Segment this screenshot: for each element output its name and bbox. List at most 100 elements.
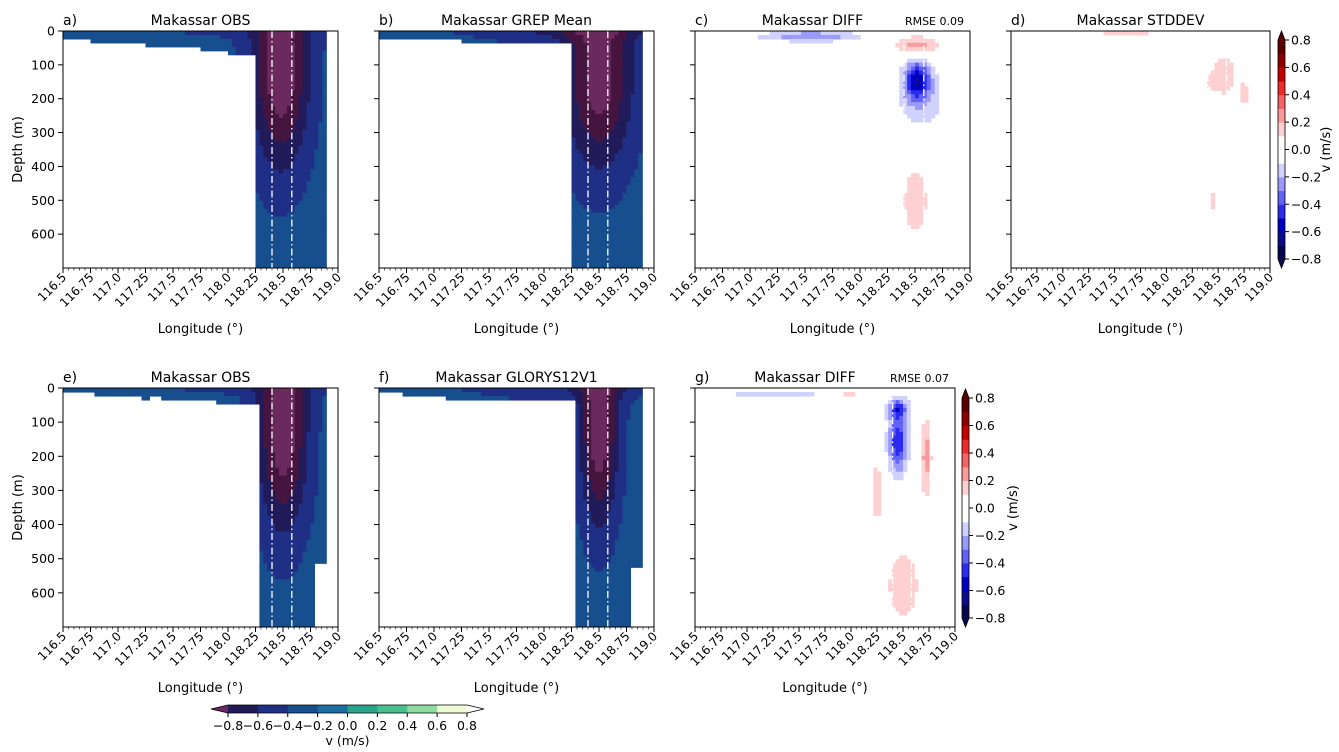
field-cell: [623, 39, 628, 44]
field-cell: [517, 392, 522, 397]
field-cell: [599, 63, 604, 68]
field-cell: [263, 82, 268, 87]
field-cell: [446, 31, 451, 36]
field-cell: [575, 619, 580, 624]
field-cell: [267, 134, 272, 139]
field-cell: [295, 35, 300, 40]
field-cell: [603, 71, 608, 76]
field-cell: [579, 236, 584, 241]
field-cell: [634, 197, 639, 202]
field-cell: [322, 256, 327, 261]
field-cell: [275, 169, 280, 174]
field-cell: [295, 173, 300, 178]
field-cell: [259, 587, 264, 592]
field-cell: [287, 607, 292, 612]
field-cell: [295, 55, 300, 60]
field-cell: [283, 229, 288, 234]
field-cell: [595, 252, 600, 257]
field-cell: [267, 205, 272, 210]
field-cell: [505, 39, 510, 44]
field-cell: [619, 221, 624, 226]
field-cell: [303, 94, 308, 99]
field-cell: [314, 181, 319, 186]
field-cell: [634, 71, 639, 76]
field-cell: [259, 476, 264, 481]
field-cell: [595, 543, 600, 548]
field-cell: [583, 476, 588, 481]
field-cell: [236, 392, 241, 397]
field-cell: [275, 392, 280, 397]
field-cell: [572, 110, 577, 115]
field-cell: [256, 126, 261, 131]
field-cell: [299, 424, 304, 429]
field-cell: [287, 142, 292, 147]
field-cell: [279, 197, 284, 202]
field-cell: [283, 408, 288, 413]
field-cell: [579, 440, 584, 445]
field-cell: [599, 428, 604, 433]
field-cell: [615, 173, 620, 178]
field-cell: [311, 539, 316, 544]
field-cell: [591, 169, 596, 174]
field-cell: [259, 134, 264, 139]
field-cell: [615, 90, 620, 95]
field-cell: [575, 607, 580, 612]
field-cell: [583, 90, 588, 95]
field-cell: [256, 134, 261, 139]
field-cell: [263, 35, 268, 40]
field-cell: [263, 146, 268, 151]
field-cell: [591, 400, 596, 405]
field-cell: [287, 126, 292, 131]
field-cell: [256, 138, 261, 143]
field-cell: [252, 31, 257, 36]
field-cell: [603, 571, 608, 576]
field-cell: [1211, 86, 1215, 91]
field-cell: [623, 209, 628, 214]
field-cell: [295, 396, 300, 401]
field-cell: [256, 82, 261, 87]
field-cell: [279, 484, 284, 489]
field-cell: [591, 591, 596, 596]
field-cell: [279, 559, 284, 564]
field-cell: [314, 527, 319, 532]
field-cell: [630, 122, 635, 127]
field-cell: [283, 428, 288, 433]
field-cell: [599, 244, 604, 249]
field-cell: [591, 432, 596, 437]
field-cell: [493, 396, 498, 401]
field-cell: [591, 412, 596, 417]
field-cell: [591, 575, 596, 580]
field-cell: [379, 35, 384, 40]
field-cell: [287, 185, 292, 190]
field-cell: [615, 102, 620, 107]
field-cell: [611, 110, 616, 115]
field-cell: [595, 519, 600, 524]
field-cell: [623, 252, 628, 257]
field-cell: [583, 440, 588, 445]
field-cell: [583, 599, 588, 604]
field-cell: [627, 94, 632, 99]
field-cell: [142, 388, 147, 393]
field-cell: [283, 607, 288, 612]
field-cell: [275, 150, 280, 155]
field-cell: [583, 456, 588, 461]
field-cell: [279, 579, 284, 584]
field-cell: [524, 35, 529, 40]
field-cell: [627, 225, 632, 230]
field-cell: [1218, 59, 1222, 64]
field-cell: [638, 169, 643, 174]
field-cell: [259, 559, 264, 564]
field-cell: [63, 35, 68, 40]
field-cell: [630, 146, 635, 151]
field-cell: [134, 388, 139, 393]
field-cell: [146, 392, 151, 397]
field-cell: [189, 396, 194, 401]
field-cell: [267, 508, 272, 513]
field-cell: [263, 201, 268, 206]
field-cell: [548, 35, 553, 40]
field-cell: [314, 74, 319, 79]
field-cell: [627, 173, 632, 178]
field-cell: [322, 252, 327, 257]
field-cell: [619, 59, 624, 64]
field-cell: [314, 511, 319, 516]
